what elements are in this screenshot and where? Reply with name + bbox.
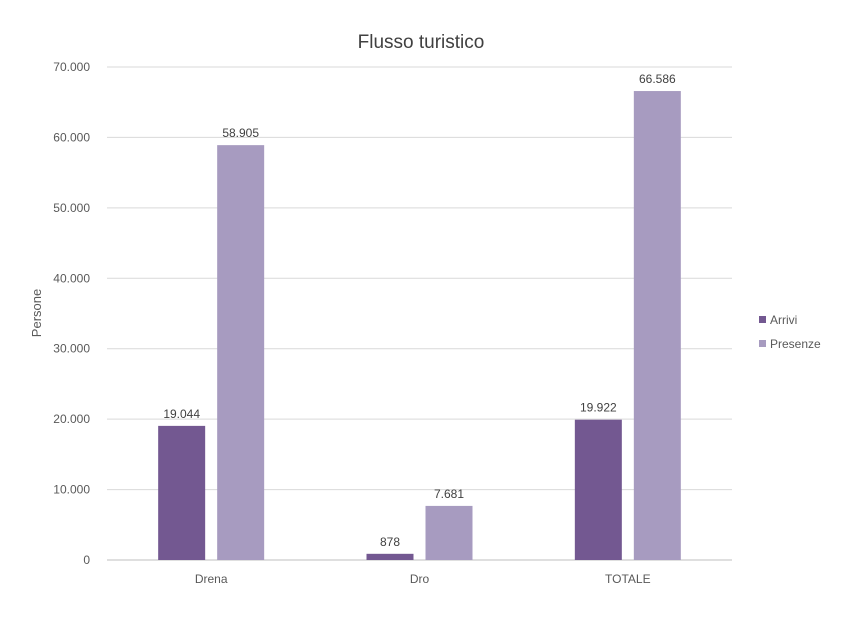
category-labels: Drena Dro TOTALE (195, 572, 651, 586)
y-tick-label: 60.000 (53, 130, 90, 144)
category-label: Drena (195, 572, 228, 586)
legend-label: Arrivi (770, 313, 797, 327)
data-labels: 19.044 58.905 878 7.681 19.922 66.586 (163, 72, 676, 549)
y-tick-label: 50.000 (53, 201, 90, 215)
gridlines (107, 66, 732, 561)
y-tick-label: 30.000 (53, 342, 90, 356)
data-label: 19.922 (580, 401, 617, 415)
y-tick-label: 40.000 (53, 271, 90, 285)
bar-arrivi-dro (366, 553, 414, 560)
category-label: TOTALE (605, 572, 651, 586)
data-label: 66.586 (639, 72, 676, 86)
data-label: 19.044 (163, 407, 200, 421)
bar-presenze-dro (425, 505, 473, 560)
bar-arrivi-drena (158, 425, 206, 560)
y-tick-label: 0 (83, 553, 90, 567)
bars (158, 91, 681, 560)
y-axis-tick-labels: 0 10.000 20.000 30.000 40.000 50.000 60.000 70.… (53, 60, 90, 567)
bar-arrivi-totale (574, 419, 622, 560)
data-label: 7.681 (434, 487, 464, 501)
legend-label: Presenze (770, 337, 821, 351)
y-axis-title: Persone (29, 289, 44, 337)
y-tick-label: 70.000 (53, 60, 90, 74)
legend-swatch (759, 340, 766, 347)
data-label: 878 (380, 535, 400, 549)
y-tick-label: 20.000 (53, 412, 90, 426)
bar-presenze-drena (217, 145, 265, 560)
data-label: 58.905 (222, 126, 259, 140)
y-tick-label: 10.000 (53, 483, 90, 497)
chart-title: Flusso turistico (358, 32, 485, 53)
legend-swatch (759, 316, 766, 323)
legend: Arrivi Presenze (759, 313, 821, 351)
bar-presenze-totale (633, 91, 681, 560)
category-label: Dro (410, 572, 430, 586)
